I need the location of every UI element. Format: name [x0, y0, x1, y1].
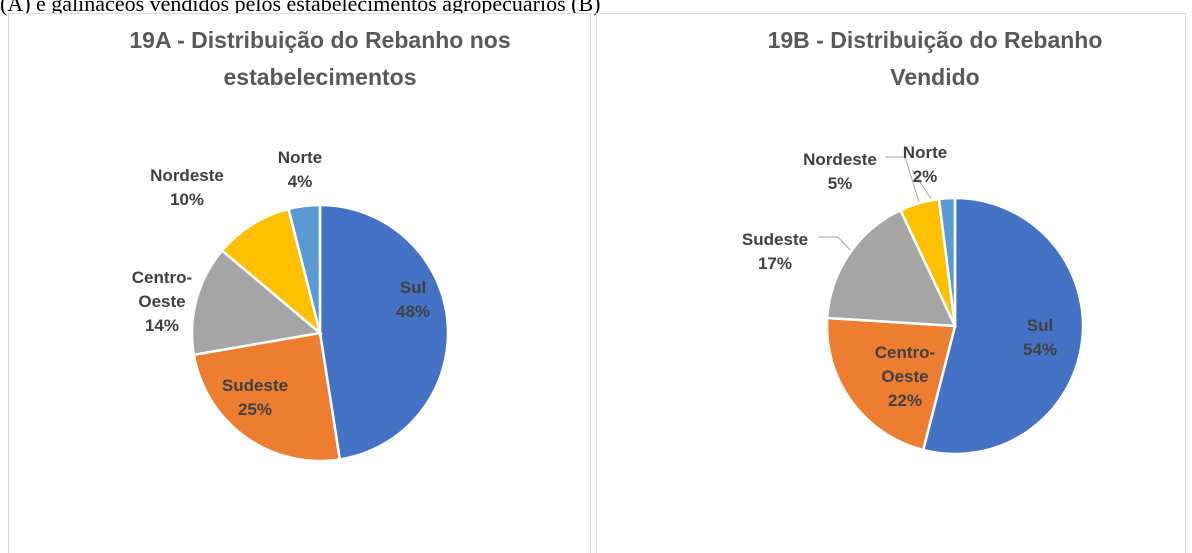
- pie-slice: [937, 196, 957, 327]
- category-label: Nordeste: [803, 150, 877, 169]
- slice-label: Centro-Oeste 22%: [875, 341, 935, 413]
- slice-label: Sul 48%: [396, 276, 430, 324]
- leader-line: [818, 236, 853, 253]
- pie-slice: [192, 331, 342, 463]
- value-label: 4%: [287, 172, 313, 191]
- pie-slice: [286, 203, 322, 334]
- value-label: 25%: [237, 400, 273, 419]
- category-label: Sul: [399, 278, 427, 297]
- value-label: 2%: [912, 167, 938, 186]
- slice-label: Nordeste 5%: [803, 148, 877, 196]
- pie-slice: [318, 203, 450, 461]
- pie-slice: [825, 316, 957, 452]
- pie-slice: [190, 248, 323, 357]
- slice-label: Sul 54%: [1023, 314, 1057, 362]
- category-label: Sudeste: [741, 230, 809, 249]
- value-label: 10%: [169, 190, 205, 209]
- category-label: Sudeste: [221, 376, 289, 395]
- category-label: Nordeste: [150, 166, 224, 185]
- slice-label: Norte 2%: [903, 141, 947, 189]
- leader-line: [885, 156, 921, 206]
- value-label: 22%: [887, 391, 923, 410]
- value-label: 48%: [395, 302, 431, 321]
- pie-slice: [921, 196, 1085, 456]
- value-label: 14%: [144, 316, 180, 335]
- category-label: Norte: [902, 143, 948, 162]
- value-label: 54%: [1022, 340, 1058, 359]
- chart-title: 19A - Distribuição do Rebanho nos estabe…: [129, 27, 511, 90]
- slice-label: Centro-Oeste 14%: [132, 266, 192, 338]
- slice-label: Nordeste 10%: [150, 164, 224, 212]
- category-label: Sul: [1026, 316, 1054, 335]
- chart-title: 19B - Distribuição do Rebanho Vendido: [767, 27, 1103, 90]
- caption: (A) e galináceos vendidos pelos estabele…: [0, 0, 601, 16]
- pie-slice: [825, 208, 958, 328]
- category-label: Centro-Oeste: [874, 343, 936, 386]
- value-label: 5%: [827, 174, 853, 193]
- value-label: 17%: [757, 254, 793, 273]
- category-label: Centro-Oeste: [131, 268, 193, 311]
- category-label: Norte: [277, 148, 323, 167]
- slice-label: Sudeste 25%: [222, 374, 288, 422]
- slice-label: Norte 4%: [278, 146, 322, 194]
- slice-label: Sudeste 17%: [742, 228, 808, 276]
